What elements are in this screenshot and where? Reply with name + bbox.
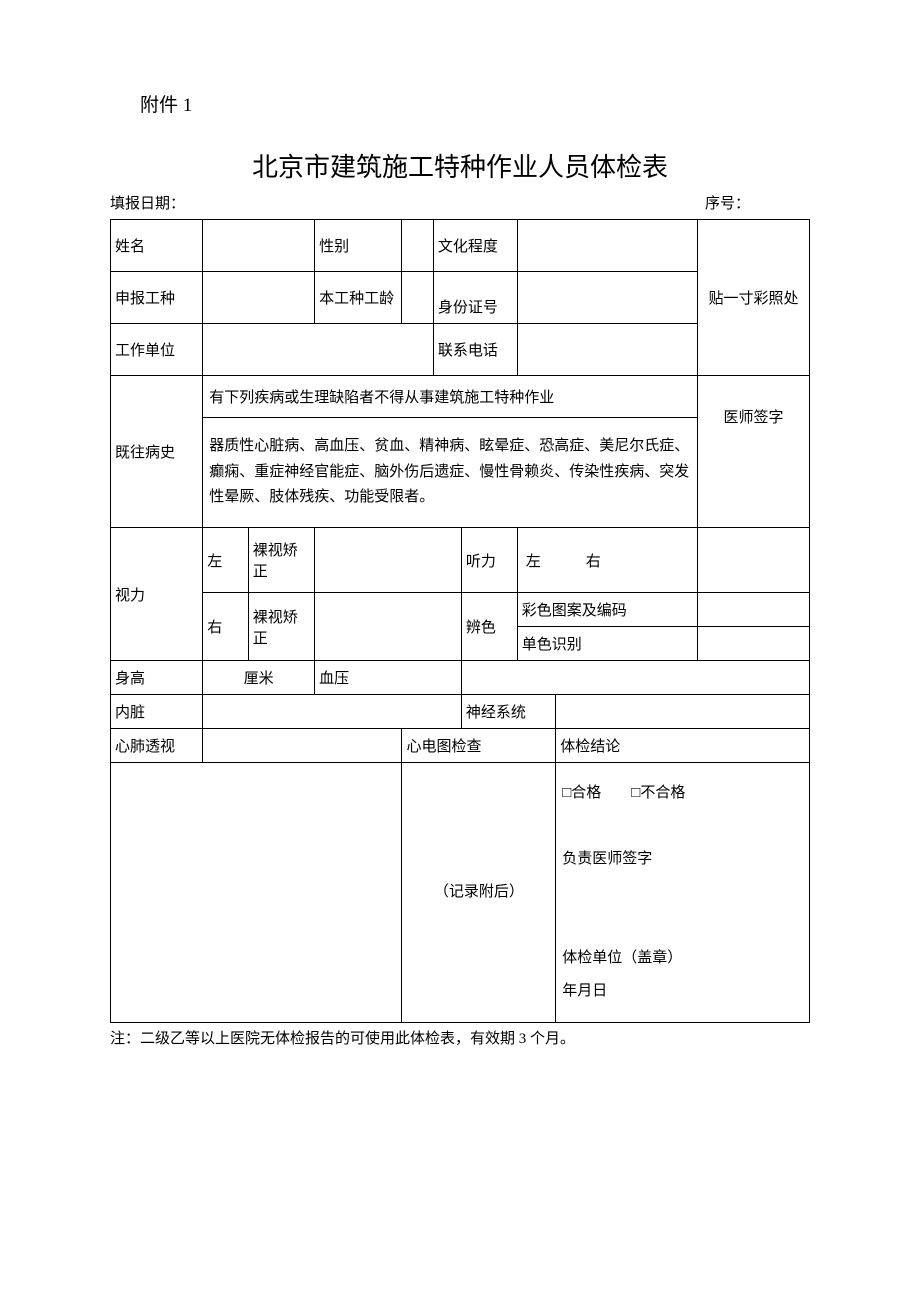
exam-form-table: 姓名 性别 文化程度 贴一寸彩照处 申报工种 本工种工龄 身份证号 工作单位 联… [110,219,810,1023]
label-job-type: 申报工种 [111,272,203,324]
history-note: 有下列疾病或生理缺陷者不得从事建筑施工特种作业 [203,376,698,418]
serial-label: 序号： [705,192,750,213]
label-phone: 联系电话 [433,324,517,376]
label-color-single: 单色识别 [517,627,697,661]
label-conclusion: 体检结论 [556,729,810,763]
label-doctor-sign: 医师签字 [698,376,810,528]
value-xray-h [203,729,402,763]
value-work-unit [203,324,434,376]
label-color-discrimination: 辨色 [461,593,517,661]
label-gender: 性别 [315,220,402,272]
label-work-unit: 工作单位 [111,324,203,376]
label-history: 既往病史 [111,376,203,528]
value-color-pattern [698,593,810,627]
label-left-right: 左 右 [517,528,697,593]
value-nervous [556,695,810,729]
checkbox-unqualified: □不合格 [631,785,685,801]
label-naked-corrected-2: 裸视矫正 [248,593,314,661]
value-xray [111,763,402,1023]
value-tenure [402,272,433,324]
photo-placeholder: 贴一寸彩照处 [698,220,810,376]
label-naked-corrected-1: 裸视矫正 [248,528,314,593]
header-row: 填报日期： 序号： [110,192,810,213]
history-detail: 器质性心脏病、高血压、贫血、精神病、眩晕症、恐高症、美尼尔氏症、癫痫、重症神经官… [203,418,698,528]
value-id-no [517,272,697,324]
label-doctor-in-charge: 负责医师签字 [562,851,652,867]
label-blood-pressure: 血压 [315,661,462,695]
value-gender [402,220,433,272]
label-left: 左 [203,528,248,593]
value-name [203,220,315,272]
label-xray: 心肺透视 [111,729,203,763]
value-vision-left [315,528,462,593]
label-height-unit: 厘米 [203,661,315,695]
label-vision: 视力 [111,528,203,661]
label-date-ymd: 年月日 [562,983,607,999]
value-hearing [698,528,810,593]
value-blood-pressure [461,661,809,695]
fill-date-label: 填报日期： [110,192,185,213]
label-right: 右 [203,593,248,661]
label-name: 姓名 [111,220,203,272]
label-exam-unit: 体检单位（盖章） [562,950,682,966]
label-id-no: 身份证号 [433,272,517,324]
label-color-pattern: 彩色图案及编码 [517,593,697,627]
label-tenure: 本工种工龄 [315,272,402,324]
value-job-type [203,272,315,324]
label-ecg: 心电图检查 [402,729,556,763]
label-nervous: 神经系统 [461,695,555,729]
value-color-single [698,627,810,661]
value-viscera [203,695,462,729]
label-height: 身高 [111,661,203,695]
attachment-label: 附件 1 [140,90,810,117]
label-record-attached: （记录附后） [402,763,556,1023]
footer-note: 注：二级乙等以上医院无体检报告的可使用此体检表，有效期 3 个月。 [110,1027,810,1048]
label-viscera: 内脏 [111,695,203,729]
value-vision-right [315,593,462,661]
checkbox-qualified: □合格 [562,785,601,801]
label-education: 文化程度 [433,220,517,272]
value-phone [517,324,697,376]
value-education [517,220,697,272]
form-title: 北京市建筑施工特种作业人员体检表 [110,147,810,184]
conclusion-block: □合格 □不合格 负责医师签字 体检单位（盖章） 年月日 [556,763,810,1023]
label-hearing: 听力 [461,528,517,593]
